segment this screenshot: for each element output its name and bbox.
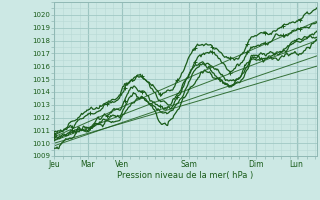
X-axis label: Pression niveau de la mer( hPa ): Pression niveau de la mer( hPa ) [117, 171, 254, 180]
